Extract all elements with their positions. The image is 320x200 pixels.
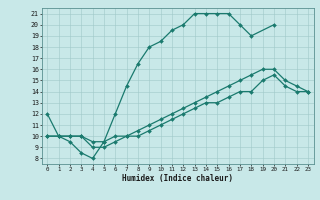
X-axis label: Humidex (Indice chaleur): Humidex (Indice chaleur): [122, 174, 233, 183]
